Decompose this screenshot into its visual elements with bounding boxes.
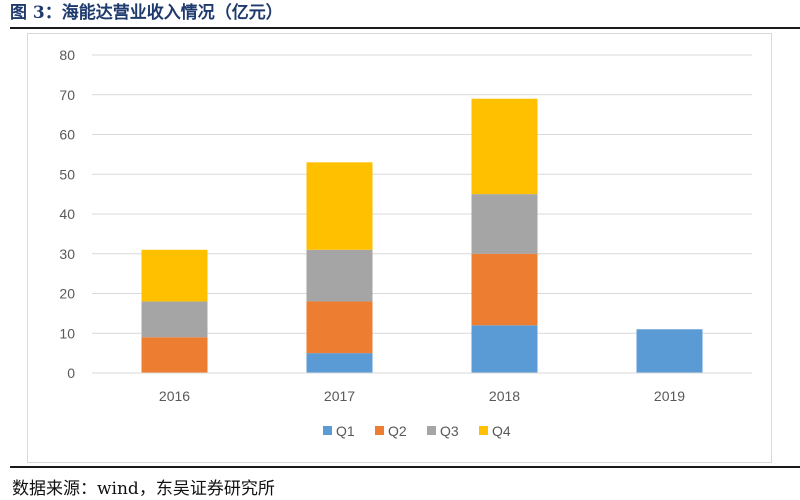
- legend: Q1 Q2 Q3 Q4: [323, 423, 511, 439]
- bar-2017-q1: [306, 353, 373, 373]
- y-tick-label: 20: [59, 286, 75, 302]
- bar-2018-q1: [471, 325, 538, 373]
- bar-2019-q1: [636, 329, 703, 373]
- legend-swatch-q2: [375, 426, 384, 435]
- y-tick-label: 50: [59, 166, 75, 182]
- chart-frame: [27, 33, 772, 463]
- legend-label-q4: Q4: [492, 423, 511, 439]
- bar-2017-q2: [306, 301, 373, 354]
- y-tick-label: 30: [59, 246, 75, 262]
- y-axis: 0 10 20 30 40 50 60 70 80: [59, 47, 75, 381]
- bar-2016-q3: [141, 301, 208, 338]
- legend-label-q3: Q3: [440, 423, 459, 439]
- bar-2016-q4: [141, 249, 208, 302]
- figure-title: 图 3：海能达营业收入情况（亿元）: [10, 3, 283, 23]
- legend-swatch-q1: [323, 426, 332, 435]
- x-tick-label: 2019: [654, 388, 685, 404]
- legend-swatch-q4: [479, 426, 488, 435]
- y-tick-label: 70: [59, 87, 75, 103]
- bar-2018-q4: [471, 98, 538, 195]
- x-tick-label: 2018: [489, 388, 520, 404]
- source-note: 数据来源：wind，东吴证券研究所: [12, 479, 275, 499]
- bottom-divider: [10, 466, 800, 468]
- x-tick-label: 2016: [159, 388, 190, 404]
- bar-2018-q3: [471, 194, 538, 254]
- bar-2016-q2: [141, 337, 208, 373]
- y-tick-label: 80: [59, 47, 75, 63]
- legend-label-q2: Q2: [388, 423, 407, 439]
- y-tick-label: 10: [59, 325, 75, 341]
- bar-2017-q4: [306, 162, 373, 250]
- y-tick-label: 0: [67, 365, 75, 381]
- bar-2017-q3: [306, 249, 373, 302]
- legend-label-q1: Q1: [336, 423, 355, 439]
- y-tick-label: 40: [59, 206, 75, 222]
- x-axis: 2016 2017 2018 2019: [159, 388, 685, 404]
- y-tick-label: 60: [59, 127, 75, 143]
- top-divider: [10, 27, 800, 29]
- x-tick-label: 2017: [324, 388, 355, 404]
- legend-swatch-q3: [427, 426, 436, 435]
- bars: [141, 98, 703, 373]
- bar-2018-q2: [471, 253, 538, 326]
